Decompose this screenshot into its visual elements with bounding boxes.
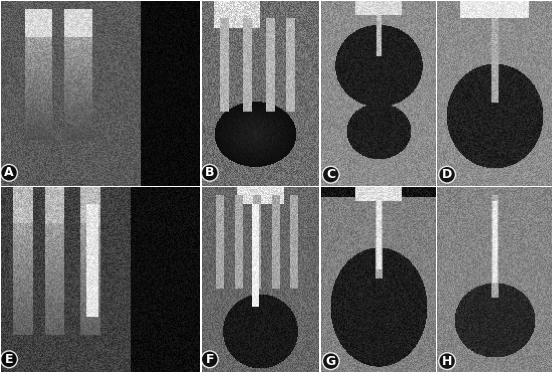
- Text: F: F: [205, 353, 214, 366]
- Text: B: B: [205, 166, 215, 179]
- Text: A: A: [4, 166, 14, 179]
- Text: E: E: [5, 353, 13, 366]
- Text: D: D: [442, 168, 452, 181]
- Text: G: G: [326, 355, 336, 368]
- Text: H: H: [442, 355, 452, 368]
- Text: C: C: [326, 168, 336, 181]
